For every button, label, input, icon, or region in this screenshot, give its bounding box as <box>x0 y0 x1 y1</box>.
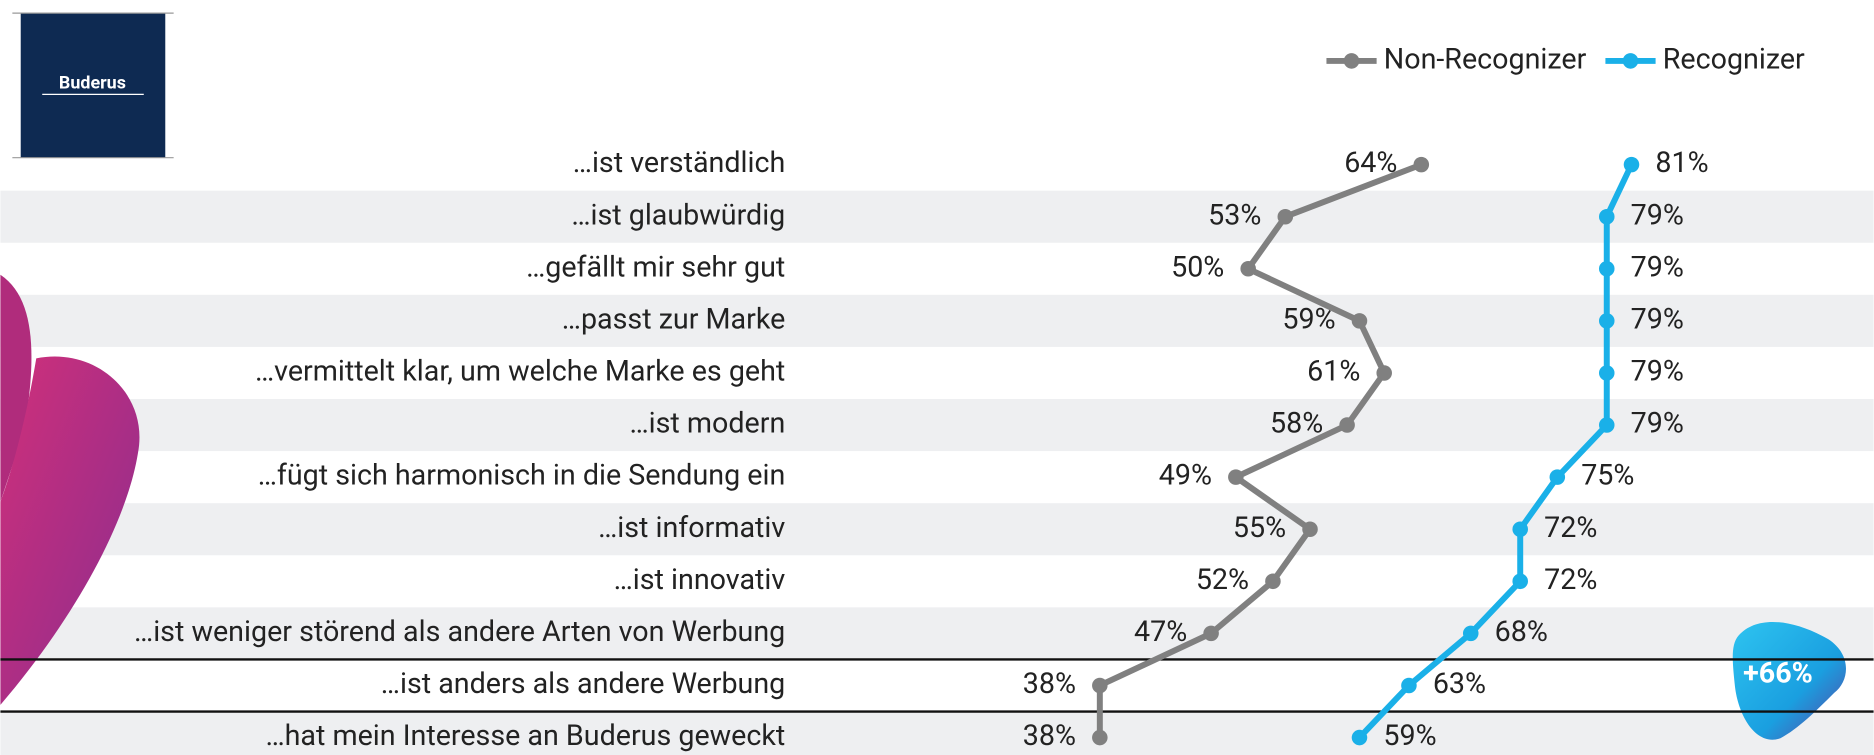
value-label: 79% <box>1631 197 1684 231</box>
legend-marker <box>1343 53 1360 69</box>
value-label: 61% <box>1307 354 1360 388</box>
value-label: 79% <box>1631 301 1684 335</box>
category-label: …gefällt mir sehr gut <box>526 249 785 283</box>
series-line <box>1357 163 1635 740</box>
category-label: …ist modern <box>630 406 786 440</box>
value-label: 38% <box>1023 666 1076 700</box>
value-label: 47% <box>1134 614 1187 648</box>
series-line <box>1096 161 1423 738</box>
value-label: 50% <box>1171 249 1224 283</box>
marker <box>1092 677 1108 694</box>
row-band <box>0 503 1874 556</box>
row-band <box>0 711 1874 755</box>
marker <box>1462 625 1479 642</box>
marker <box>1598 261 1615 277</box>
legend-marker <box>1622 53 1639 69</box>
category-label: …fügt sich harmonisch in die Sendung ein <box>258 458 786 492</box>
marker <box>1598 208 1615 225</box>
category-label: …vermittelt klar, um welche Marke es geh… <box>255 354 785 388</box>
value-label: 75% <box>1581 458 1634 492</box>
value-label: 38% <box>1023 718 1076 752</box>
marker <box>1623 156 1640 173</box>
row-band <box>0 294 1874 347</box>
value-label: 58% <box>1270 406 1323 440</box>
marker <box>1598 417 1615 433</box>
value-label: 72% <box>1544 562 1597 596</box>
marker <box>1512 573 1528 590</box>
marker <box>1598 313 1615 329</box>
value-label: 49% <box>1159 458 1212 492</box>
value-label: 63% <box>1433 666 1486 700</box>
marker <box>1203 625 1219 642</box>
value-label: 72% <box>1544 510 1597 544</box>
legend-label: Recognizer <box>1663 42 1805 76</box>
row-band <box>0 190 1874 243</box>
marker <box>1401 677 1417 694</box>
category-label: …ist glaubwürdig <box>571 197 785 231</box>
marker <box>1413 156 1430 173</box>
marker <box>1376 365 1392 381</box>
logo-box <box>20 13 166 158</box>
badge-shape <box>1732 621 1846 740</box>
decoration <box>0 356 140 705</box>
marker <box>1092 729 1108 746</box>
legend-label: Non-Recognizer <box>1384 42 1587 76</box>
marker <box>1265 573 1281 590</box>
value-label: 55% <box>1233 510 1286 544</box>
value-label: 81% <box>1655 145 1708 179</box>
value-label: 52% <box>1196 562 1249 596</box>
marker <box>1302 521 1318 537</box>
category-label: …hat mein Interesse an Buderus geweckt <box>265 718 785 752</box>
row-band <box>0 399 1874 452</box>
value-label: 68% <box>1495 614 1548 648</box>
category-label: …ist weniger störend als andere Arten vo… <box>134 614 785 648</box>
marker <box>1277 208 1294 225</box>
row-band <box>0 607 1874 660</box>
marker <box>1598 365 1615 381</box>
value-label: 79% <box>1631 249 1684 283</box>
logo-text: Buderus <box>59 72 126 93</box>
value-label: 59% <box>1282 301 1335 335</box>
value-label: 79% <box>1631 354 1684 388</box>
category-label: …ist verständlich <box>573 145 785 179</box>
value-label: 79% <box>1631 406 1684 440</box>
category-label: …ist informativ <box>598 510 785 544</box>
value-label: 53% <box>1208 197 1261 231</box>
marker <box>1228 469 1244 485</box>
category-label: …ist anders als andere Werbung <box>381 666 785 700</box>
marker <box>1351 729 1368 746</box>
marker <box>1240 261 1256 277</box>
badge-text: +66% <box>1743 656 1813 690</box>
decoration <box>0 274 32 502</box>
marker <box>1339 417 1355 433</box>
category-label: …ist innovativ <box>614 562 786 596</box>
row-backgrounds <box>0 190 1874 755</box>
marker <box>1512 521 1528 537</box>
marker <box>1351 313 1368 329</box>
marker <box>1549 469 1566 485</box>
value-label: 64% <box>1344 145 1397 179</box>
value-label: 59% <box>1383 718 1436 752</box>
category-label: …passt zur Marke <box>562 301 786 335</box>
